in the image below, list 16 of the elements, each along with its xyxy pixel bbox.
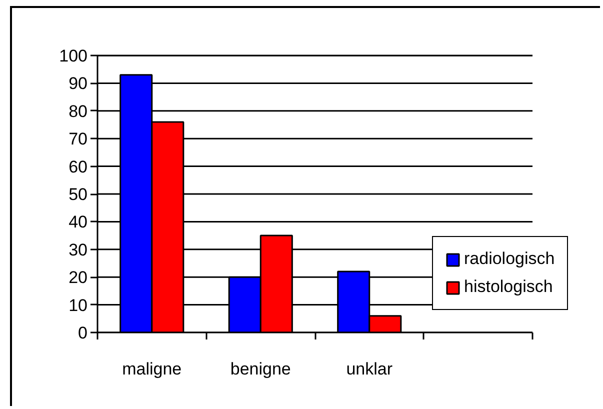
x-tick-label: unklar (346, 360, 393, 378)
legend-label: histologisch (464, 277, 553, 297)
y-tick-label: 80 (68, 102, 88, 121)
y-tick-label: 30 (68, 240, 88, 260)
x-tick-label: maligne (122, 360, 182, 378)
legend-label: radiologisch (464, 249, 555, 269)
y-tick-label: 10 (68, 296, 88, 315)
y-tick-label: 0 (78, 324, 88, 342)
y-tick-label: 50 (68, 185, 88, 204)
y-tick-label: 100 (59, 46, 88, 66)
x-tick-label: benigne (230, 360, 291, 378)
y-tick-label: 20 (68, 268, 88, 288)
y-tick-label: 60 (68, 157, 88, 176)
y-tick-label: 90 (68, 74, 88, 94)
y-tick-label: 70 (68, 130, 88, 149)
y-tick-label: 40 (68, 212, 88, 232)
